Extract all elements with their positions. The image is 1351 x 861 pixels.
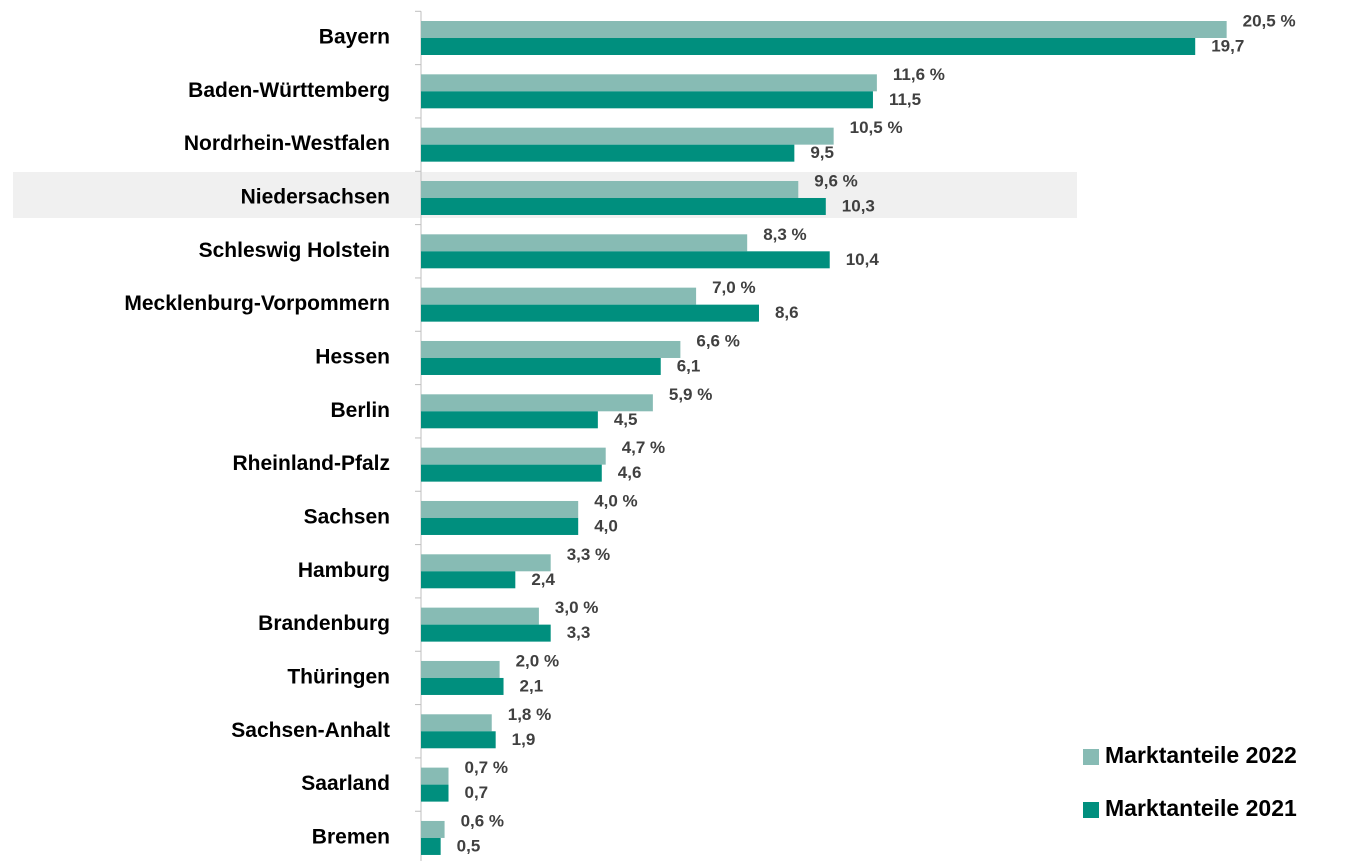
bar bbox=[421, 197, 826, 215]
value-label: 1,9 bbox=[512, 730, 536, 749]
value-label: 7,0 % bbox=[712, 278, 755, 297]
value-label: 11,6 % bbox=[893, 65, 945, 84]
value-label: 6,6 % bbox=[696, 331, 739, 350]
value-label: 10,5 % bbox=[850, 118, 903, 137]
value-label: 2,1 bbox=[520, 676, 544, 695]
value-label: 9,5 bbox=[810, 143, 834, 162]
category-label: Saarland bbox=[301, 772, 390, 795]
category-label: Thüringen bbox=[287, 666, 390, 689]
category-label: Hessen bbox=[315, 346, 390, 369]
bar bbox=[421, 837, 441, 855]
bar bbox=[421, 517, 579, 535]
bar bbox=[421, 784, 449, 802]
value-label: 4,6 bbox=[618, 463, 642, 482]
bar bbox=[421, 677, 504, 695]
category-label: Bremen bbox=[312, 825, 390, 848]
category-label: Nordrhein-Westfalen bbox=[184, 132, 390, 155]
bar bbox=[421, 554, 551, 572]
category-label: Baden-Württemberg bbox=[188, 79, 390, 102]
value-label: 8,3 % bbox=[763, 225, 806, 244]
bar bbox=[421, 357, 661, 375]
value-label: 0,5 bbox=[457, 836, 481, 855]
bar bbox=[421, 820, 445, 838]
category-label: Hamburg bbox=[298, 559, 390, 582]
value-label: 10,3 bbox=[842, 196, 875, 215]
bar bbox=[421, 287, 697, 305]
category-label: Bayern bbox=[319, 26, 390, 49]
bar bbox=[421, 74, 877, 92]
category-label: Mecklenburg-Vorpommern bbox=[124, 292, 390, 315]
bar bbox=[421, 447, 606, 465]
value-label: 0,7 bbox=[465, 783, 489, 802]
bar bbox=[421, 464, 602, 482]
legend-label: Marktanteile 2022 bbox=[1105, 742, 1297, 768]
bar bbox=[421, 714, 492, 732]
bar bbox=[421, 571, 516, 589]
value-label: 1,8 % bbox=[508, 705, 551, 724]
value-label: 2,4 bbox=[531, 570, 555, 589]
value-label: 8,6 bbox=[775, 303, 799, 322]
category-label: Berlin bbox=[330, 399, 390, 422]
bar bbox=[421, 127, 834, 145]
value-label: 20,5 % bbox=[1243, 11, 1296, 30]
value-label: 4,0 % bbox=[594, 491, 637, 510]
value-label: 9,6 % bbox=[814, 171, 857, 190]
bar bbox=[421, 21, 1227, 38]
bar bbox=[421, 394, 653, 412]
bar bbox=[421, 234, 748, 252]
value-label: 4,5 bbox=[614, 410, 638, 429]
bar bbox=[421, 411, 598, 429]
category-label: Brandenburg bbox=[258, 612, 390, 635]
category-label: Niedersachsen bbox=[241, 186, 390, 209]
value-label: 0,7 % bbox=[465, 758, 508, 777]
bar bbox=[421, 660, 500, 678]
bar bbox=[421, 731, 496, 749]
bar bbox=[421, 500, 579, 518]
value-label: 4,7 % bbox=[622, 438, 665, 457]
bar bbox=[421, 624, 551, 642]
value-label: 3,3 bbox=[567, 623, 591, 642]
bar bbox=[421, 767, 449, 785]
bar bbox=[421, 607, 539, 625]
bar bbox=[421, 91, 873, 109]
bar bbox=[421, 144, 795, 162]
value-label: 10,4 bbox=[846, 250, 880, 269]
value-label: 6,1 bbox=[677, 356, 701, 375]
category-label: Rheinland-Pfalz bbox=[232, 452, 390, 475]
legend-label: Marktanteile 2021 bbox=[1105, 795, 1297, 821]
value-label: 5,9 % bbox=[669, 385, 712, 404]
value-label: 11,5 bbox=[889, 90, 921, 109]
legend-swatch bbox=[1083, 802, 1099, 818]
value-label: 0,6 % bbox=[461, 811, 504, 830]
value-label: 4,0 bbox=[594, 516, 618, 535]
bar bbox=[421, 304, 759, 322]
category-label: Sachsen bbox=[304, 506, 390, 529]
value-label: 3,3 % bbox=[567, 545, 610, 564]
bar bbox=[421, 251, 830, 269]
bar bbox=[421, 340, 681, 358]
bar bbox=[421, 180, 799, 198]
value-label: 19,7 bbox=[1211, 36, 1244, 55]
category-label: Schleswig Holstein bbox=[199, 239, 390, 262]
bar bbox=[421, 38, 1196, 55]
category-label: Sachsen-Anhalt bbox=[231, 719, 390, 742]
value-label: 2,0 % bbox=[516, 651, 559, 670]
value-label: 3,0 % bbox=[555, 598, 598, 617]
legend-swatch bbox=[1083, 749, 1099, 765]
